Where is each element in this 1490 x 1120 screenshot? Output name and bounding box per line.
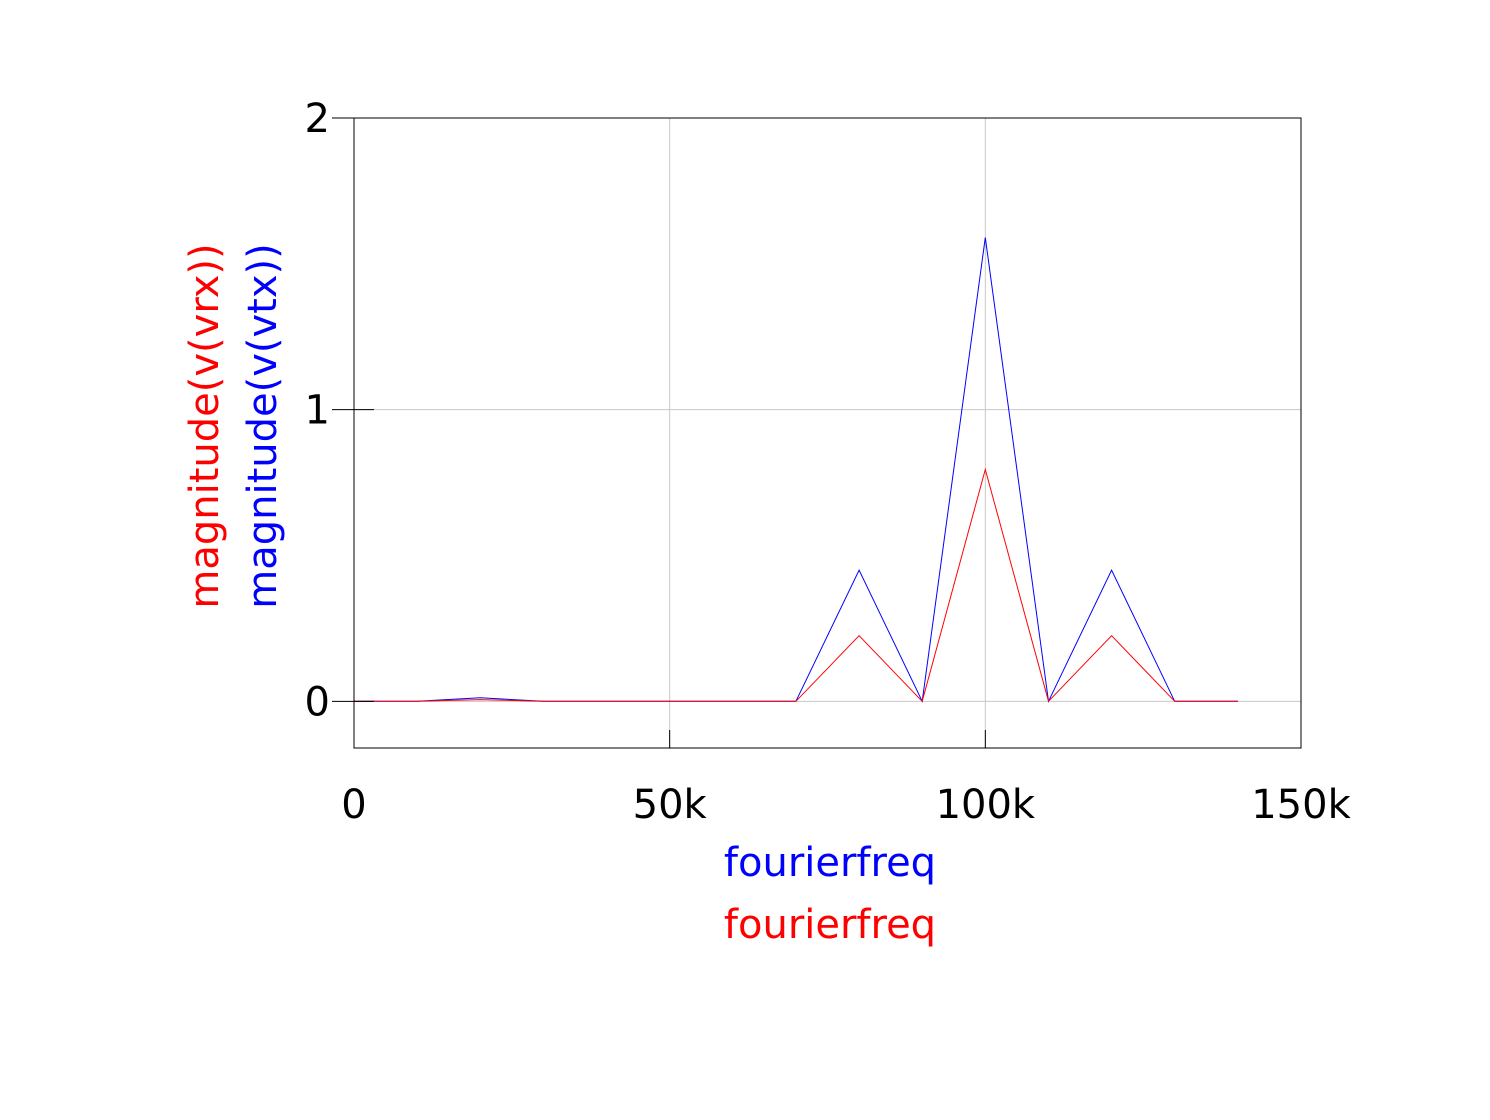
x-axis-title-0: fourierfreq [724, 840, 936, 886]
x-axis-title: fourierfreq fourierfreq [724, 840, 936, 948]
y-tick-label: 2 [305, 96, 330, 142]
y-axis-title: magnitude(v(vrx)) magnitude(v(vtx)) [182, 243, 286, 609]
grid [354, 118, 1301, 748]
axis-ticks: 0 50k 100k 150k 0 1 2 [305, 96, 1352, 828]
y-tick-label: 1 [305, 388, 330, 434]
plot-frame [353, 117, 1302, 749]
x-tick-label: 0 [341, 782, 366, 828]
y-axis-title-0: magnitude(v(vrx)) [182, 243, 228, 608]
series-line-1 [354, 467, 1238, 703]
y-axis-title-1: magnitude(v(vtx)) [240, 243, 286, 609]
y-tick-label: 0 [305, 679, 330, 725]
series-line-0 [354, 237, 1238, 704]
x-axis-title-1: fourierfreq [724, 902, 936, 948]
x-tick-label: 100k [936, 782, 1036, 828]
x-tick-label: 50k [633, 782, 708, 828]
plot-area [354, 237, 1238, 704]
x-tick-label: 150k [1251, 782, 1351, 828]
